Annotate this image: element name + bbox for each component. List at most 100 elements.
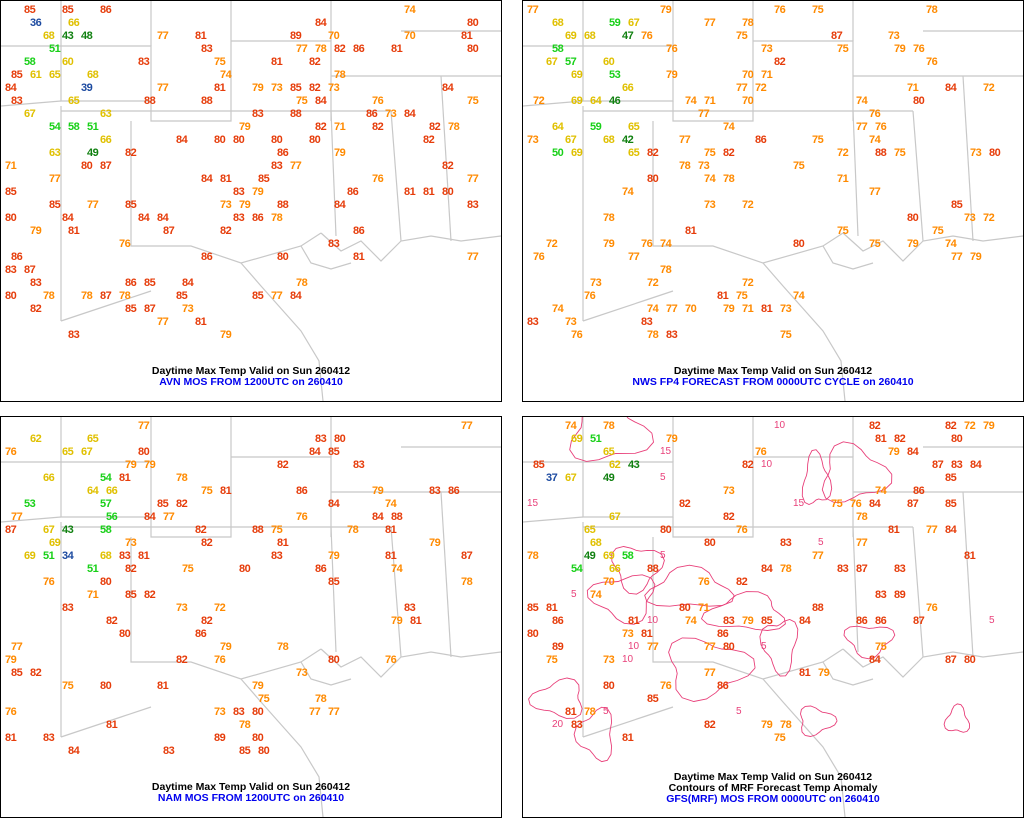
station-temp: 79 <box>220 641 232 653</box>
station-temp: 75 <box>812 4 824 16</box>
station-temp: 78 <box>448 121 460 133</box>
station-temp: 76 <box>850 498 862 510</box>
station-temp: 83 <box>404 602 416 614</box>
station-temp: 82 <box>309 82 321 94</box>
anomaly-contour <box>759 619 799 677</box>
station-temp: 73 <box>214 706 226 718</box>
caption: Daytime Max Temp Valid on Sun 260412 NWS… <box>523 366 1023 388</box>
station-temp: 82 <box>429 121 441 133</box>
station-temp: 81 <box>685 225 697 237</box>
station-temp: 75 <box>831 498 843 510</box>
border-line <box>320 648 501 678</box>
station-temp: 80 <box>334 433 346 445</box>
station-temp: 86 <box>717 680 729 692</box>
anomaly-contour <box>800 705 838 737</box>
station-temp: 80 <box>723 641 735 653</box>
station-temp: 88 <box>812 602 824 614</box>
station-temp: 77 <box>11 641 23 653</box>
station-temp: 88 <box>290 108 302 120</box>
station-temp: 77 <box>163 511 175 523</box>
caption: Daytime Max Temp Valid on Sun 260412 AVN… <box>1 366 501 388</box>
station-temp: 74 <box>869 134 881 146</box>
station-temp: 78 <box>277 641 289 653</box>
station-temp: 77 <box>296 43 308 55</box>
contour-label: 5 <box>660 472 666 483</box>
station-temp: 65 <box>603 446 615 458</box>
station-temp: 80 <box>647 173 659 185</box>
station-temp: 87 <box>907 498 919 510</box>
anomaly-contour <box>801 449 833 505</box>
border-line <box>240 678 324 817</box>
station-temp: 84 <box>970 459 982 471</box>
station-temp: 79 <box>239 121 251 133</box>
station-temp: 83 <box>5 264 17 276</box>
station-temp: 82 <box>309 56 321 68</box>
station-temp: 69 <box>571 95 583 107</box>
station-temp: 43 <box>62 524 74 536</box>
station-temp: 58 <box>622 550 634 562</box>
border-line <box>320 232 501 262</box>
station-temp: 83 <box>328 238 340 250</box>
station-temp: 76 <box>296 511 308 523</box>
station-temp: 78 <box>296 277 308 289</box>
station-temp: 73 <box>590 277 602 289</box>
station-temp: 76 <box>774 4 786 16</box>
station-temp: 83 <box>252 108 264 120</box>
station-temp: 85 <box>11 667 23 679</box>
station-temp: 79 <box>30 225 42 237</box>
station-temp: 82 <box>30 667 42 679</box>
station-temp: 86 <box>315 563 327 575</box>
station-temp: 80 <box>964 654 976 666</box>
station-temp: 72 <box>742 277 754 289</box>
station-temp: 79 <box>742 615 754 627</box>
station-temp: 80 <box>679 602 691 614</box>
station-temp: 79 <box>761 719 773 731</box>
station-temp: 67 <box>81 446 93 458</box>
anomaly-contour <box>943 703 970 733</box>
station-temp: 73 <box>780 303 792 315</box>
station-temp: 81 <box>964 550 976 562</box>
border-line <box>962 491 974 658</box>
contour-label: 5 <box>603 706 609 717</box>
station-temp: 70 <box>742 95 754 107</box>
station-temp: 81 <box>385 550 397 562</box>
station-temp: 85 <box>125 589 137 601</box>
station-temp: 67 <box>24 108 36 120</box>
station-temp: 65 <box>584 524 596 536</box>
station-temp: 79 <box>252 82 264 94</box>
contour-label: 5 <box>989 615 995 626</box>
station-temp: 78 <box>461 576 473 588</box>
station-temp: 83 <box>837 563 849 575</box>
station-temp: 65 <box>628 147 640 159</box>
station-temp: 76 <box>372 95 384 107</box>
station-temp: 66 <box>106 485 118 497</box>
border-line <box>390 110 402 242</box>
station-temp: 82 <box>176 654 188 666</box>
station-temp: 79 <box>125 459 137 471</box>
station-temp: 59 <box>609 17 621 29</box>
station-temp: 78 <box>742 17 754 29</box>
station-temp: 81 <box>5 732 17 744</box>
caption-model: AVN MOS FROM 1200UTC on 260410 <box>159 376 343 388</box>
station-temp: 68 <box>552 17 564 29</box>
caption-title: Daytime Max Temp Valid on Sun 260412 <box>673 771 873 783</box>
station-temp: 77 <box>290 160 302 172</box>
station-temp: 78 <box>723 173 735 185</box>
station-temp: 81 <box>622 732 634 744</box>
station-temp: 74 <box>723 121 735 133</box>
station-temp: 74 <box>875 485 887 497</box>
station-temp: 36 <box>30 17 42 29</box>
station-temp: 76 <box>571 329 583 341</box>
border-line <box>822 245 874 270</box>
station-temp: 79 <box>723 303 735 315</box>
station-temp: 77 <box>926 524 938 536</box>
station-temp: 88 <box>647 563 659 575</box>
station-temp: 77 <box>698 108 710 120</box>
station-temp: 80 <box>989 147 1001 159</box>
station-temp: 80 <box>100 576 112 588</box>
border-line <box>300 245 352 270</box>
station-temp: 80 <box>913 95 925 107</box>
station-temp: 83 <box>62 602 74 614</box>
station-temp: 60 <box>603 56 615 68</box>
station-temp: 83 <box>780 537 792 549</box>
